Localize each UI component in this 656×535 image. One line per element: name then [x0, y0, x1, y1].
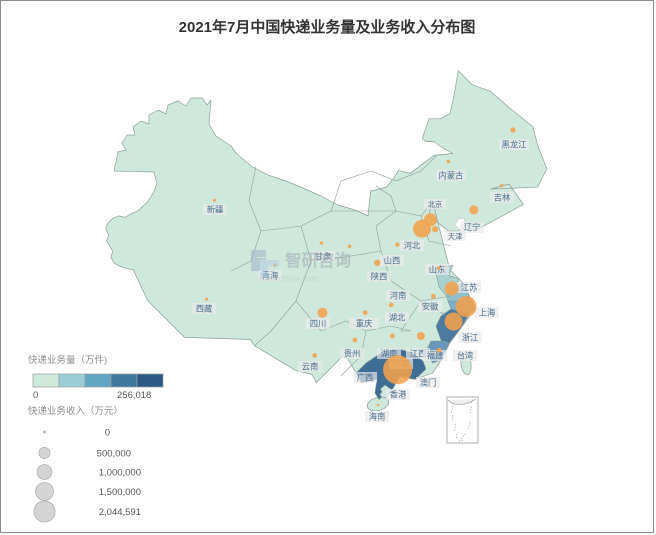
svg-text:西藏: 西藏 — [196, 304, 213, 314]
svg-text:快递业务量（万件): 快递业务量（万件) — [28, 354, 107, 366]
svg-text:山东: 山东 — [429, 265, 446, 275]
svg-text:湖北: 湖北 — [389, 313, 406, 323]
svg-text:快递业务收入（万元）: 快递业务收入（万元） — [28, 405, 123, 417]
svg-text:贵州: 贵州 — [344, 349, 361, 359]
svg-text:重庆: 重庆 — [356, 319, 373, 329]
svg-text:陕西: 陕西 — [371, 272, 388, 282]
svg-text:500,000: 500,000 — [97, 449, 131, 460]
svg-text:福建: 福建 — [427, 351, 444, 361]
svg-text:1,500,000: 1,500,000 — [99, 487, 141, 498]
svg-text:智研咨询: 智研咨询 — [285, 250, 351, 270]
svg-text:台湾: 台湾 — [457, 351, 474, 361]
svg-text:上海: 上海 — [479, 308, 496, 318]
svg-text:四川: 四川 — [310, 319, 327, 329]
svg-text:山西: 山西 — [384, 256, 401, 266]
svg-text:新疆: 新疆 — [207, 205, 224, 215]
svg-text:香港: 香港 — [390, 390, 407, 400]
svg-text:天津: 天津 — [448, 232, 463, 241]
svg-text:吉林: 吉林 — [494, 193, 511, 203]
svg-text:0: 0 — [33, 390, 38, 401]
svg-text:广西: 广西 — [357, 373, 374, 383]
svg-text:澳门: 澳门 — [420, 378, 437, 388]
svg-text:河南: 河南 — [390, 291, 407, 301]
svg-text:黑龙江: 黑龙江 — [502, 140, 527, 150]
svg-text:浙江: 浙江 — [462, 333, 479, 343]
svg-text:0: 0 — [105, 428, 110, 439]
svg-text:海南: 海南 — [369, 412, 386, 422]
svg-text:云南: 云南 — [302, 362, 319, 372]
svg-text:安徽: 安徽 — [422, 302, 439, 312]
svg-text:河北: 河北 — [404, 241, 421, 251]
svg-text:江苏: 江苏 — [461, 283, 478, 293]
svg-text:内蒙古: 内蒙古 — [439, 171, 464, 181]
svg-text:1,000,000: 1,000,000 — [99, 468, 141, 479]
svg-text:北京: 北京 — [428, 200, 443, 209]
svg-text:www.chyxx.com: www.chyxx.com — [257, 273, 318, 283]
svg-text:辽宁: 辽宁 — [464, 222, 481, 232]
svg-text:256,018: 256,018 — [117, 390, 151, 401]
svg-text:2,044,591: 2,044,591 — [99, 507, 141, 518]
